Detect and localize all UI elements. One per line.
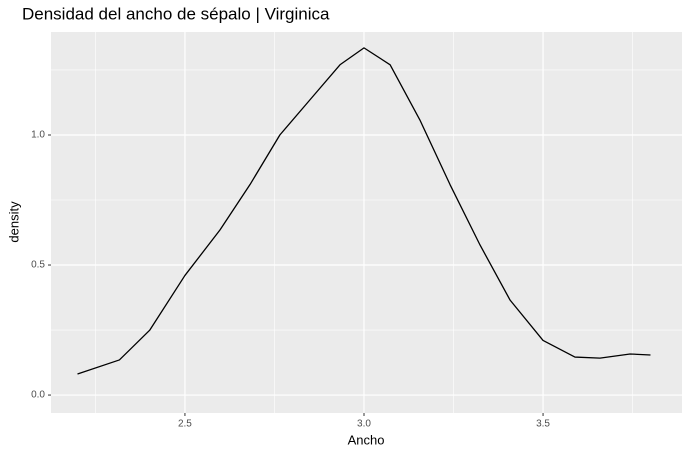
x-tick-label: 3.0: [357, 419, 371, 430]
chart-title: Densidad del ancho de sépalo | Virginica: [22, 4, 330, 23]
x-tick-label: 3.5: [536, 419, 550, 430]
y-tick-label: 0.0: [31, 390, 45, 401]
x-axis-label: Ancho: [348, 432, 385, 447]
x-tick-label: 2.5: [178, 419, 192, 430]
y-tick-label: 0.5: [31, 260, 45, 271]
y-axis-label: density: [6, 201, 21, 243]
density-line: [77, 47, 651, 375]
panel: [51, 32, 682, 413]
y-tick-label: 1.0: [31, 130, 45, 141]
